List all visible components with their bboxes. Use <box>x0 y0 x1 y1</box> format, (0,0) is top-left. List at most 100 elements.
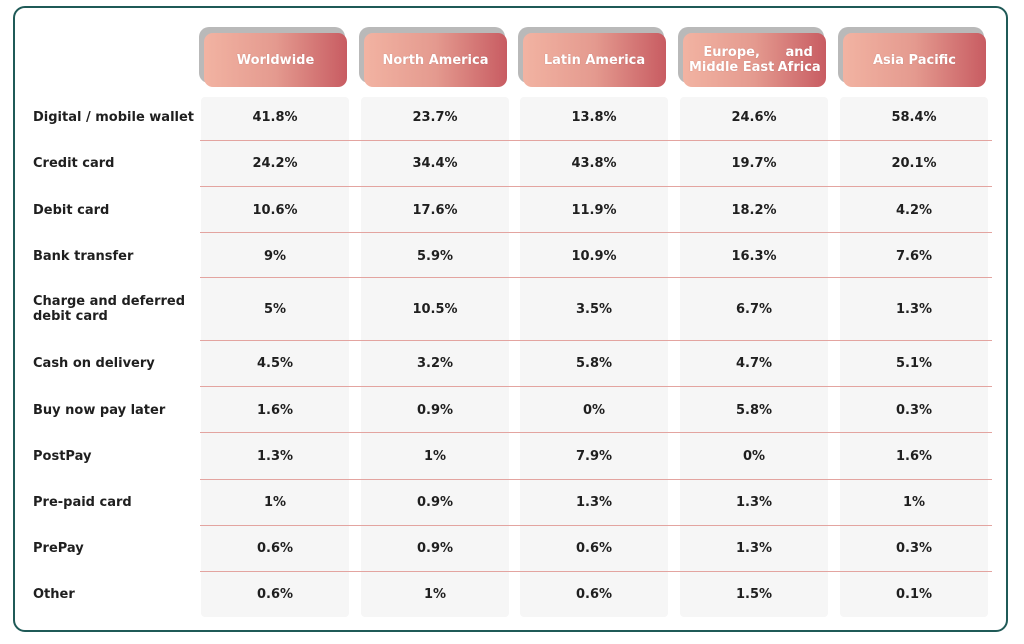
table-cell: 5.9% <box>416 248 454 264</box>
column-band <box>201 97 349 617</box>
column-header-line: Latin America <box>543 52 646 68</box>
table-cell: 4.5% <box>256 355 294 371</box>
row-label: PostPay <box>33 449 198 464</box>
table-cell: 5.8% <box>735 402 773 418</box>
table-cell: 10.9% <box>571 248 617 264</box>
row-divider <box>200 140 992 141</box>
column-header-line: and Africa <box>777 45 821 75</box>
row-label-line: Credit card <box>33 155 115 171</box>
table-cell: 0.6% <box>575 586 613 602</box>
column-header-label: Asia Pacific <box>843 33 986 87</box>
row-label: Other <box>33 587 198 602</box>
row-divider <box>200 432 992 433</box>
row-label-line: Other <box>33 586 75 602</box>
table-cell: 3.5% <box>575 301 613 317</box>
row-label-line: debit card <box>33 309 108 324</box>
row-label: Buy now pay later <box>33 403 198 418</box>
column-header-label: Latin America <box>523 33 666 87</box>
table-cell: 58.4% <box>891 109 937 125</box>
table-cell: 20.1% <box>891 155 937 171</box>
table-cell: 24.2% <box>252 155 298 171</box>
table-cell: 4.2% <box>895 202 933 218</box>
row-label-line: Digital / mobile wallet <box>33 109 195 125</box>
table-cell: 5.1% <box>895 355 933 371</box>
table-cell: 1.3% <box>895 301 933 317</box>
row-divider <box>200 186 992 187</box>
table-cell: 1.3% <box>735 494 773 510</box>
table-cell: 17.6% <box>412 202 458 218</box>
table-cell: 13.8% <box>571 109 617 125</box>
row-label-line: Pre-paid card <box>33 494 132 510</box>
table-cell: 7.6% <box>895 248 933 264</box>
column-band <box>361 97 509 617</box>
row-divider <box>200 232 992 233</box>
row-label: Credit card <box>33 156 198 171</box>
column-header-label: Europe, Middle East and Africa <box>683 33 826 87</box>
table-cell: 5.8% <box>575 355 613 371</box>
column-header-label: Worldwide <box>204 33 347 87</box>
row-label-line: PostPay <box>33 448 92 464</box>
table-cell: 5% <box>263 301 287 317</box>
table-cell: 1% <box>902 494 926 510</box>
column-header: Asia Pacific <box>838 27 986 87</box>
column-band <box>520 97 668 617</box>
row-label: PrePay <box>33 541 198 556</box>
table-cell: 0.3% <box>895 540 933 556</box>
table-cell: 3.2% <box>416 355 454 371</box>
table-cell: 10.5% <box>412 301 458 317</box>
table-cell: 0.9% <box>416 494 454 510</box>
column-header: Europe, Middle East and Africa <box>678 27 826 87</box>
column-band <box>840 97 988 617</box>
table-cell: 43.8% <box>571 155 617 171</box>
row-divider <box>200 479 992 480</box>
table-cell: 1.3% <box>256 448 294 464</box>
table-cell: 18.2% <box>731 202 777 218</box>
table-cell: 1.3% <box>735 540 773 556</box>
table-cell: 0.9% <box>416 402 454 418</box>
table-cell: 1% <box>423 448 447 464</box>
table-cell: 7.9% <box>575 448 613 464</box>
row-divider <box>200 571 992 572</box>
row-divider <box>200 277 992 278</box>
table-cell: 4.7% <box>735 355 773 371</box>
column-header: Latin America <box>518 27 666 87</box>
row-label: Debit card <box>33 203 198 218</box>
table-cell: 24.6% <box>731 109 777 125</box>
row-label-line: Cash on delivery <box>33 355 155 371</box>
row-divider <box>200 386 992 387</box>
table-cell: 0.6% <box>256 540 294 556</box>
table-cell: 1.6% <box>895 448 933 464</box>
row-label: Charge and deferred debit card <box>33 294 198 324</box>
table-cell: 0.9% <box>416 540 454 556</box>
row-label-line: Charge and deferred <box>33 294 186 309</box>
table-cell: 0.6% <box>256 586 294 602</box>
row-label-line: PrePay <box>33 540 84 556</box>
row-label: Digital / mobile wallet <box>33 110 198 125</box>
table-cell: 10.6% <box>252 202 298 218</box>
column-band <box>680 97 828 617</box>
table-cell: 34.4% <box>412 155 458 171</box>
column-header: Worldwide <box>199 27 347 87</box>
table-cell: 16.3% <box>731 248 777 264</box>
table-cell: 0% <box>582 402 606 418</box>
row-label: Cash on delivery <box>33 356 198 371</box>
row-label-line: Buy now pay later <box>33 402 166 418</box>
table-cell: 1.3% <box>575 494 613 510</box>
column-header-line: Asia Pacific <box>872 52 956 68</box>
table-cell: 1.5% <box>735 586 773 602</box>
table-cell: 1.6% <box>256 402 294 418</box>
table-cell: 23.7% <box>412 109 458 125</box>
row-label-line: Debit card <box>33 202 110 218</box>
row-label-line: Bank transfer <box>33 248 134 264</box>
table-cell: 0.1% <box>895 586 933 602</box>
column-header-line: North America <box>382 52 489 68</box>
column-header-label: North America <box>364 33 507 87</box>
column-header-line: Europe, Middle East <box>688 45 775 75</box>
row-divider <box>200 525 992 526</box>
row-label: Bank transfer <box>33 249 198 264</box>
row-divider <box>200 340 992 341</box>
row-label: Pre-paid card <box>33 495 198 510</box>
table-cell: 41.8% <box>252 109 298 125</box>
table-cell: 0.6% <box>575 540 613 556</box>
table-cell: 1% <box>263 494 287 510</box>
